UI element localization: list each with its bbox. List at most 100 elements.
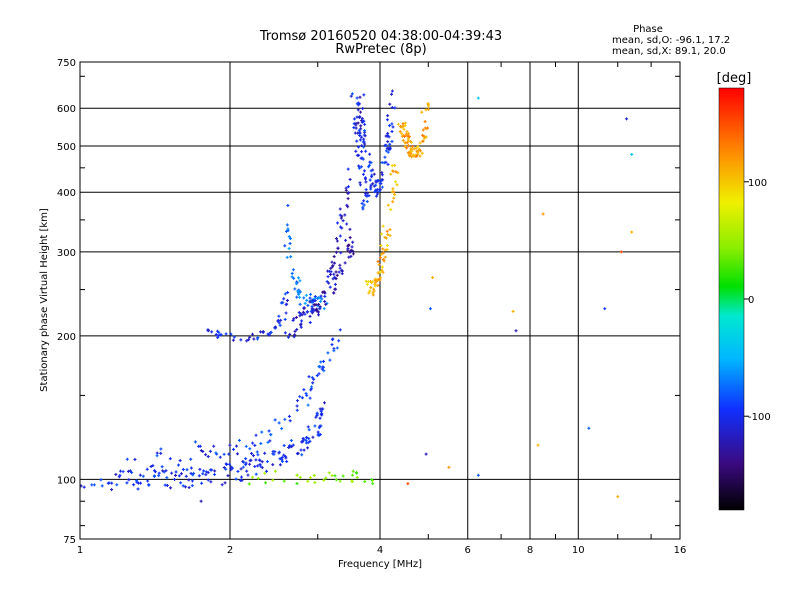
colorbar [718, 87, 745, 511]
data-point [316, 430, 320, 434]
data-point [354, 123, 358, 127]
data-point [305, 393, 309, 397]
data-point [260, 466, 264, 470]
data-point [363, 176, 367, 180]
data-point [168, 457, 172, 461]
x-tick-label: 8 [527, 545, 533, 556]
data-point [280, 427, 284, 431]
data-point [369, 281, 373, 285]
data-point [189, 466, 193, 470]
data-point [332, 349, 336, 353]
data-point [392, 196, 396, 200]
data-point [399, 125, 403, 129]
data-point [391, 125, 395, 129]
data-point [239, 338, 243, 342]
data-point [378, 182, 382, 186]
data-point [376, 192, 380, 196]
data-point [334, 478, 338, 482]
data-point [357, 153, 361, 157]
data-point [258, 462, 262, 466]
data-point [476, 96, 480, 100]
data-point [358, 131, 362, 135]
data-point [310, 376, 314, 380]
data-point [364, 188, 368, 192]
data-point [316, 310, 320, 314]
data-point [386, 114, 390, 118]
data-point [285, 298, 289, 302]
data-point [179, 481, 183, 485]
data-point [252, 337, 256, 341]
data-point [368, 289, 372, 293]
plot-frame [79, 61, 681, 540]
data-point [315, 374, 319, 378]
y-tick-label: 200 [57, 332, 76, 343]
data-point [320, 367, 324, 371]
data-point [199, 499, 203, 503]
data-point [362, 203, 366, 207]
data-point [308, 321, 312, 325]
data-point [202, 469, 206, 473]
data-point [300, 453, 304, 457]
data-point [138, 473, 142, 477]
data-point [206, 455, 210, 459]
data-point [286, 203, 290, 207]
data-point [310, 306, 314, 310]
data-point [385, 229, 389, 233]
data-point [334, 250, 338, 254]
data-point [291, 318, 295, 322]
data-point [279, 318, 283, 322]
data-point [334, 237, 338, 241]
data-point [254, 472, 258, 476]
data-point [136, 487, 140, 491]
data-point [269, 432, 273, 436]
data-point [118, 469, 122, 473]
data-point [381, 270, 385, 274]
data-point [317, 426, 321, 430]
data-point [396, 171, 400, 175]
data-point [317, 365, 321, 369]
data-point [386, 203, 390, 207]
data-point [157, 474, 161, 478]
data-point [306, 425, 310, 429]
data-point [401, 122, 405, 126]
data-point [361, 107, 365, 111]
y-tick-label: 100 [57, 475, 76, 486]
data-point [393, 193, 397, 197]
data-point [310, 385, 314, 389]
y-axis-label: Stationary phase Virtual Height [km] [39, 208, 50, 392]
data-point [282, 297, 286, 301]
data-point [318, 307, 322, 311]
data-point [251, 454, 255, 458]
data-point [139, 481, 143, 485]
data-point [377, 189, 381, 193]
data-point [114, 472, 118, 476]
data-point [363, 142, 367, 146]
data-point [416, 144, 420, 148]
data-point [369, 286, 373, 290]
data-point [361, 205, 365, 209]
data-point [355, 139, 359, 143]
data-point [346, 185, 350, 189]
data-point [283, 331, 287, 335]
data-point [240, 478, 244, 482]
data-point [229, 332, 233, 336]
data-point [359, 135, 363, 139]
data-point [177, 474, 181, 478]
data-point [299, 322, 303, 326]
data-point [174, 470, 178, 474]
data-point [229, 468, 233, 472]
data-point [309, 292, 313, 296]
data-point [301, 436, 305, 440]
data-point [358, 138, 362, 142]
data-point [296, 276, 300, 280]
data-point [260, 430, 264, 434]
data-point [373, 284, 377, 288]
data-point [334, 270, 338, 274]
data-point [204, 470, 208, 474]
data-point [370, 478, 374, 482]
data-point [341, 219, 345, 223]
colorbar-tick-label: 0 [748, 295, 754, 306]
data-point [299, 448, 303, 452]
data-point [327, 471, 331, 475]
